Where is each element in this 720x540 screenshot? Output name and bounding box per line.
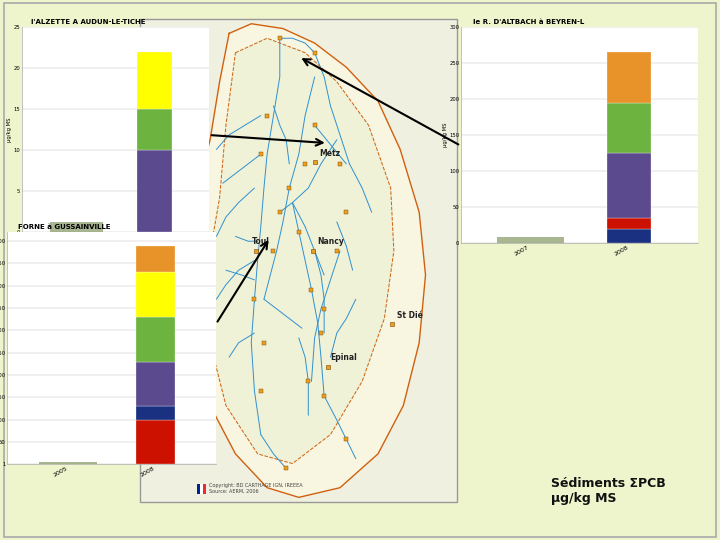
- Bar: [39, 462, 97, 464]
- Bar: [137, 150, 172, 232]
- Bar: [135, 420, 175, 464]
- Bar: [135, 246, 175, 272]
- Bar: [135, 317, 175, 362]
- Text: Metz: Metz: [320, 148, 341, 158]
- Bar: [607, 218, 652, 228]
- Bar: [607, 103, 652, 153]
- Text: Copyright: BD CARTHAGE IGN, IREEEA
Source: AERM, 2006: Copyright: BD CARTHAGE IGN, IREEEA Sourc…: [209, 483, 302, 494]
- Text: Sédiments ΣPCB
µg/kg MS: Sédiments ΣPCB µg/kg MS: [551, 477, 666, 505]
- Bar: [135, 406, 175, 420]
- Bar: [200, 484, 203, 494]
- Polygon shape: [188, 24, 426, 497]
- Y-axis label: µg/kg MS: µg/kg MS: [443, 123, 448, 147]
- Bar: [607, 52, 652, 103]
- Bar: [140, 19, 457, 502]
- Bar: [137, 52, 172, 109]
- Polygon shape: [207, 38, 394, 463]
- Text: Toul: Toul: [252, 237, 270, 246]
- Bar: [135, 362, 175, 406]
- Bar: [607, 228, 652, 243]
- Bar: [197, 484, 206, 494]
- Bar: [50, 222, 102, 232]
- Y-axis label: µg/kg MS: µg/kg MS: [7, 117, 12, 142]
- Bar: [135, 272, 175, 317]
- Text: Epinal: Epinal: [330, 353, 357, 362]
- Text: FORNE à GUSSAINVILLE: FORNE à GUSSAINVILLE: [17, 225, 110, 231]
- Text: Nancy: Nancy: [318, 237, 344, 246]
- Bar: [497, 237, 564, 243]
- Bar: [137, 109, 172, 150]
- Text: le R. D'ALTBACH à BEYREN-L: le R. D'ALTBACH à BEYREN-L: [473, 19, 584, 25]
- Bar: [607, 153, 652, 218]
- Text: St Dié: St Dié: [397, 310, 423, 320]
- Bar: [203, 484, 206, 494]
- Text: l'ALZETTE A AUDUN-LE-TICHE: l'ALZETTE A AUDUN-LE-TICHE: [31, 19, 145, 25]
